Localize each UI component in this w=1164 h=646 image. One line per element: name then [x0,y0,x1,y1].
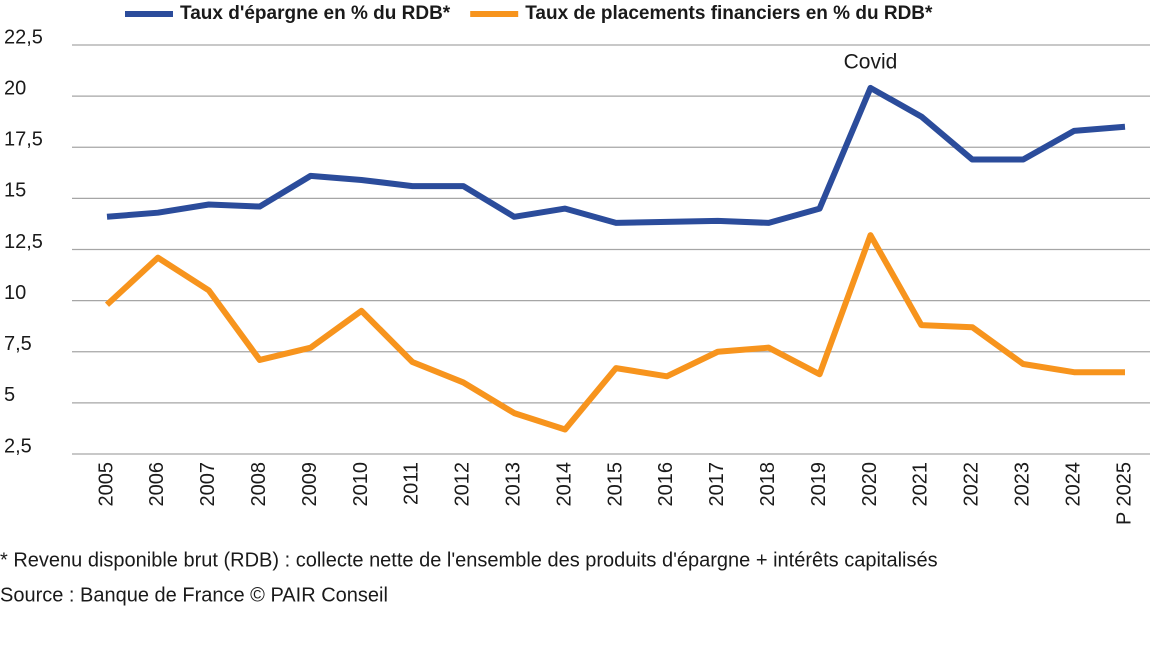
y-tick-label: 15 [4,180,26,202]
x-tick-label: 2021 [910,462,932,507]
x-tick-label: 2013 [502,462,524,507]
y-tick-label: 2,5 [4,435,32,457]
x-tick-label: 2016 [655,462,677,507]
y-tick-label: 5 [4,384,15,406]
y-tick-label: 17,5 [4,129,43,151]
legend-label: Taux de placements financiers en % du RD… [525,3,933,24]
series-line [106,84,1126,226]
x-tick-label: 2020 [859,462,881,507]
footnote: * Revenu disponible brut (RDB) : collect… [0,549,938,571]
y-tick-label: 12,5 [4,231,43,253]
y-tick-label: 22,5 [4,26,43,48]
x-tick-label: 2006 [146,462,168,507]
x-tick-label: 2017 [706,462,728,507]
y-tick-label: 20 [4,77,26,99]
x-tick-label: 2005 [95,462,117,507]
annotation: Covid [844,50,898,73]
x-tick-label: 2007 [197,462,219,507]
x-tick-label: 2012 [452,462,474,507]
x-tick-label: 2024 [1062,462,1084,507]
x-tick-label: 2008 [248,462,270,507]
x-tick-label: 2023 [1011,462,1033,507]
y-tick-label: 10 [4,282,26,304]
x-tick-label: 2011 [401,462,423,505]
x-tick-label: 2018 [757,462,779,507]
x-tick-label: 2009 [299,462,321,507]
x-tick-label: 2015 [604,462,626,507]
legend-label: Taux d'épargne en % du RDB* [180,3,451,24]
x-tick-label: 2014 [553,462,575,507]
x-tick-label: P 2025 [1113,462,1135,525]
series-line [104,232,1125,433]
x-tick-label: 2022 [961,462,983,507]
x-tick-label: 2019 [808,462,830,507]
x-tick-label: 2010 [350,462,372,507]
source: Source : Banque de France © PAIR Conseil [0,584,388,606]
y-tick-label: 7,5 [4,333,32,355]
